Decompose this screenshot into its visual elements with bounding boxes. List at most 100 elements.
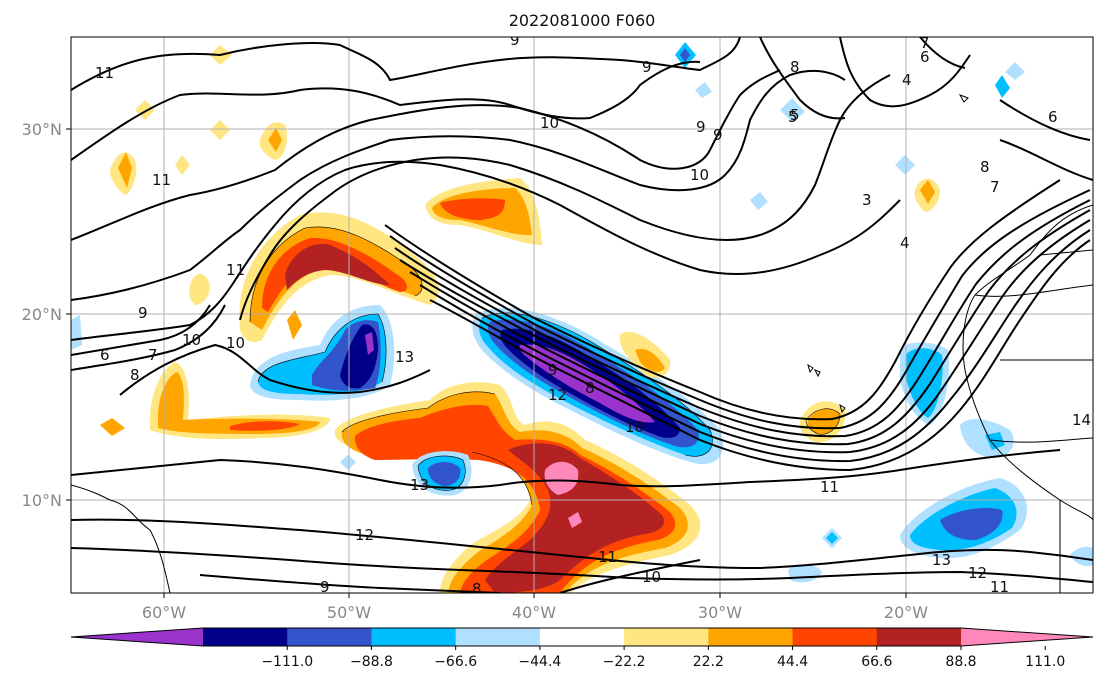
contour-label: 6 [100,346,110,364]
negative-anomaly-region [71,315,82,350]
positive-anomaly-region [158,372,320,434]
contour-label: 12 [548,386,567,404]
contour-label: 7 [148,346,158,364]
colorbar: −111.0 −88.8 −66.6 −44.4 −22.2 22.2 44.4 66.6 88… [70,627,1094,670]
contour-line [409,219,1091,454]
negative-anomaly-region [428,462,461,486]
contour-line [919,37,966,69]
colorbar-segment [287,628,372,646]
contour-line [71,518,1093,570]
contour-line [384,179,1061,421]
negative-anomaly-region [995,75,1010,98]
contour-label: 8 [790,58,800,76]
contour-label: 9 [713,126,723,144]
contour-label: 11 [226,261,245,279]
lat-tick-label: 20°N [22,305,62,324]
colorbar-segment [539,628,625,646]
negative-anomaly-region [750,192,768,210]
contour-label: 11 [152,171,171,189]
contour-label: 12 [355,526,374,544]
contour-label: 4 [902,71,912,89]
positive-anomaly-region [568,512,582,528]
lon-tick-label: 60°W [142,603,186,622]
contour-line [389,189,1091,430]
contour-line [429,239,1091,472]
positive-anomaly-region [100,418,125,436]
contour-line [71,37,741,91]
negative-anomaly-region [695,82,712,98]
positive-anomaly-region [287,310,302,340]
lat-tick-labels: 30°N 20°N 10°N [22,120,62,510]
colorbar-extend-max [961,628,1093,646]
colorbar-segment [455,628,541,646]
contour-label: 5 [788,108,798,126]
contour-label: 7 [920,34,930,52]
positive-anomaly-region [635,348,665,372]
contour-label: 9 [548,361,558,379]
negative-anomaly-region [680,48,690,62]
tick-marks [66,128,907,598]
contour-label: 14 [1072,411,1091,429]
colorbar-tick-label: −66.6 [434,654,477,670]
contour-label: 10 [182,331,201,349]
contour-label: 10 [690,166,709,184]
contour-label: 12 [968,564,987,582]
contour-label: 8 [130,366,140,384]
contour-label: 13 [395,348,414,366]
contour-line [559,559,701,593]
colorbar-tick-label: 44.4 [777,654,808,670]
negative-anomaly-region [1070,546,1093,567]
positive-anomaly-region [268,128,282,152]
positive-anomaly-region [285,244,390,290]
contour-label: 11 [990,578,1009,596]
south-america-coast [71,484,171,593]
positive-anomaly-region [440,198,505,220]
positive-anomaly-region [230,421,300,431]
colorbar-tick-label: −22.2 [603,654,646,670]
negative-anomaly-region [365,332,374,355]
contour-label: 13 [410,476,429,494]
positive-anomaly-region [920,180,935,204]
lon-tick-label: 40°W [512,603,556,622]
colorbar-extend-min [71,628,203,646]
colorbar-segment [203,628,288,646]
positive-anomaly-region [210,120,230,140]
contour-label: 11 [820,478,839,496]
contour-line [419,229,1091,463]
contour-label: 8 [585,379,595,397]
contour-label: 7 [990,178,1000,196]
contour-label: 3 [862,191,872,209]
contour-label: 11 [95,64,114,82]
contour-lines [71,37,1093,593]
colorbar-tick-label: 111.0 [1025,654,1065,670]
contour-label: 6 [1048,108,1058,126]
negative-anomaly-region [940,508,1003,540]
contour-label: 8 [980,158,990,176]
contour-line [71,304,211,356]
colorbar-tick-label: 88.8 [945,654,976,670]
negative-anomaly-region [895,155,915,175]
lat-tick-label: 10°N [22,491,62,510]
lon-tick-labels: 60°W 50°W 40°W 30°W 20°W [142,603,928,622]
contour-line [999,139,1093,181]
contour-line [199,574,501,593]
island [807,363,814,374]
figure-title: 2022081000 F060 [509,11,656,30]
contour-label: 9 [320,578,330,596]
contour-line [71,69,846,301]
positive-anomaly-region [189,273,210,305]
contour-label: 10 [642,568,661,586]
lon-tick-label: 50°W [327,603,371,622]
positive-anomaly-region [118,152,132,188]
positive-anomaly-region [175,155,190,175]
contour-line [119,343,431,396]
contour-label: 8 [472,580,482,598]
island [813,369,821,378]
contour-label: 9 [138,304,148,322]
colorbar-segment [876,628,962,646]
contour-line [839,37,971,108]
colorbar-segment [708,628,794,646]
negative-anomaly-region [1005,62,1025,80]
colorbar-segment [371,628,457,646]
